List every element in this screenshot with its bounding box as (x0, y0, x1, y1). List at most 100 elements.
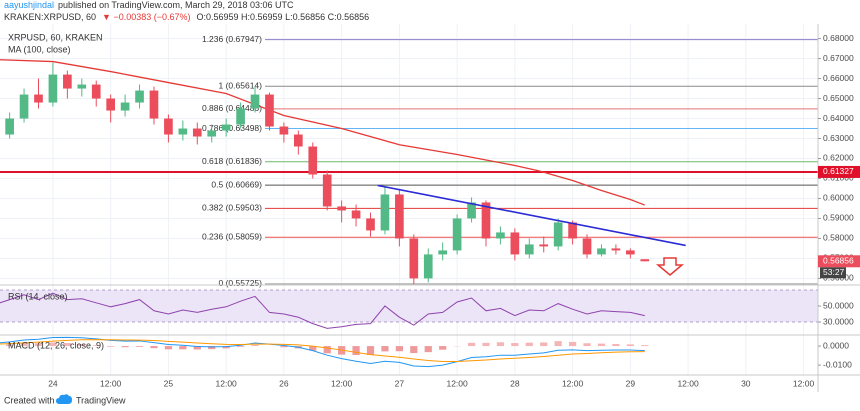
histogram-bar (323, 346, 331, 354)
candle-body (221, 124, 231, 131)
histogram-bar (78, 343, 86, 347)
price-tag-label: 0.61327 (823, 166, 854, 176)
histogram-bar (92, 345, 100, 347)
candle-body (467, 202, 476, 219)
histogram-bar (583, 343, 591, 347)
histogram-bar (280, 346, 288, 348)
y-tick-label: 0.68000 (823, 33, 854, 43)
candle-body (582, 238, 592, 255)
symbol: KRAKEN:XRPUSD, 60 (4, 12, 96, 22)
candle-body (366, 218, 375, 231)
x-tick-label: 27 (395, 378, 405, 388)
histogram-bar (496, 342, 505, 347)
candle-body (63, 74, 72, 89)
histogram-bar (135, 346, 144, 347)
candle-body (308, 146, 318, 175)
x-tick-label: 12:00 (562, 378, 584, 388)
histogram-bar (63, 343, 71, 347)
symbol-line: KRAKEN:XRPUSD, 60 ▼ −0.00383 (−0.67%) O:0.… (4, 12, 369, 22)
change: ▼ −0.00383 (−0.67%) (102, 12, 190, 22)
y-tick-label: -0.0100 (823, 359, 852, 369)
countdown: 53:27 (823, 267, 845, 277)
x-tick-label: 12:00 (216, 378, 238, 388)
x-tick-label: 12:00 (793, 378, 815, 388)
author[interactable]: aayushjindal (4, 0, 54, 10)
y-tick-label: 0.0000 (823, 340, 849, 350)
macd-title: MACD (12, 26, close, 9) (8, 340, 104, 350)
fib-label: 0.886 (0.64486) (202, 103, 262, 113)
histogram-bar (236, 346, 245, 347)
fib-label: 0.786 (0.63498) (202, 123, 262, 133)
x-tick-label: 28 (510, 378, 520, 388)
histogram-bar (107, 346, 115, 347)
histogram-bar (193, 346, 201, 350)
y-tick-label: 0.60000 (823, 193, 854, 203)
candle-body (496, 232, 505, 239)
histogram-bar (34, 343, 43, 347)
footer-brand[interactable]: TradingView (76, 395, 126, 405)
y-tick-label: 0.66000 (823, 73, 854, 83)
candle-body (626, 250, 635, 255)
x-tick-label: 12:00 (677, 378, 699, 388)
histogram-bar (208, 346, 216, 350)
histogram-bar (251, 344, 259, 347)
trendline (377, 184, 686, 247)
candle-body (265, 94, 274, 127)
histogram-bar (424, 346, 432, 353)
countdown-tag (820, 267, 846, 279)
fib-label: 1 (0.65614) (219, 81, 263, 91)
candle-body (5, 118, 14, 135)
histogram-bar (150, 346, 158, 349)
candle-body (568, 222, 577, 239)
histogram-bar (554, 341, 562, 347)
histogram-bar (164, 346, 173, 350)
histogram-bar (6, 344, 14, 347)
y-tick-label: 0.62000 (823, 153, 854, 163)
histogram-bar (222, 346, 230, 349)
rsi-title: RSI (14, close) (8, 291, 68, 301)
candle-body (438, 250, 448, 255)
published: published on TradingView.com, March 29, … (58, 0, 294, 10)
y-tick-label: 0.65000 (823, 93, 854, 103)
candle-body (207, 130, 217, 137)
fib-label: 0 (0.55725) (219, 278, 263, 288)
candle-body (611, 248, 621, 251)
histogram-bar (597, 343, 606, 347)
x-tick-label: 29 (626, 378, 636, 388)
y-tick-label: 0.58000 (823, 233, 854, 243)
ohlc: O:0.56959 H:0.56959 L:0.56856 C:0.56856 (197, 12, 370, 22)
histogram-bar (540, 342, 548, 347)
histogram-bar (482, 342, 490, 347)
histogram-bar (179, 346, 187, 350)
candle-body (106, 98, 116, 111)
x-tick-label: 12:00 (100, 378, 122, 388)
last-price-tag (818, 255, 860, 268)
chart-title: XRPUSD, 60, KRAKEN (8, 32, 103, 42)
histogram-bar (49, 342, 57, 347)
candle-body (423, 254, 433, 279)
candle-body (149, 90, 159, 119)
candle-body (164, 118, 173, 135)
brand-logo (56, 394, 72, 404)
price-tag (818, 165, 860, 178)
candle-body (48, 74, 58, 103)
histogram-bar (511, 343, 519, 347)
histogram-bar (612, 343, 620, 347)
candle-body (337, 206, 346, 211)
candle-body (178, 128, 188, 135)
y-tick-label: 50.0000 (823, 300, 854, 310)
candle-body (640, 259, 650, 262)
x-tick-label: 24 (48, 378, 58, 388)
candle-body (34, 94, 43, 103)
footer-created: Created with (4, 395, 55, 405)
candle-body (120, 102, 130, 111)
x-tick-label: 25 (164, 378, 174, 388)
histogram-bar (352, 346, 360, 355)
macd-line (0, 339, 645, 362)
candle-body (409, 238, 419, 279)
histogram-bar (467, 342, 476, 347)
fib-label: 0.382 (0.59503) (202, 203, 262, 213)
last-price-label: 0.56856 (823, 256, 854, 266)
